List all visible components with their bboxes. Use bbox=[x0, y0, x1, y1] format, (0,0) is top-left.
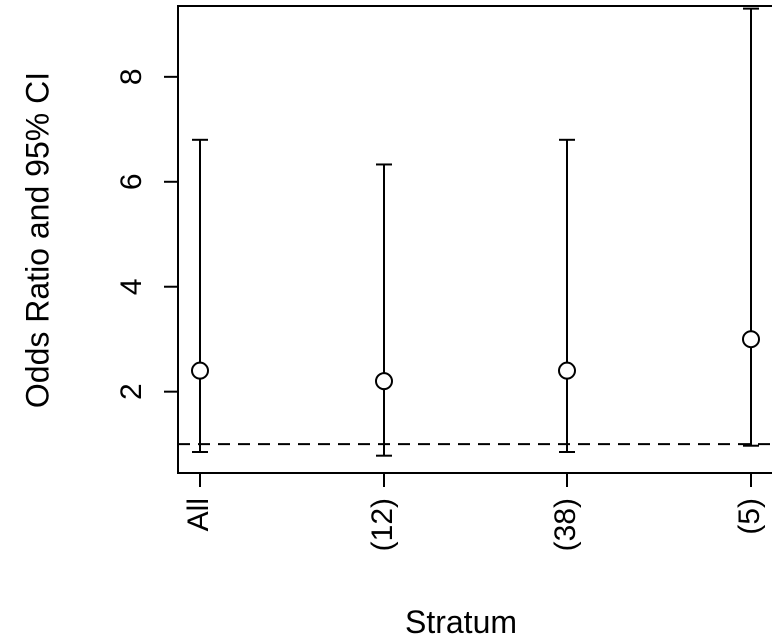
y-axis-label: Odds Ratio and 95% CI bbox=[19, 72, 55, 408]
plot-frame bbox=[177, 5, 772, 474]
x-tick-label: (5) bbox=[733, 498, 766, 535]
x-tick-label: (38) bbox=[549, 498, 582, 551]
y-tick-label: 6 bbox=[115, 173, 148, 190]
x-axis-label: Stratum bbox=[405, 604, 517, 640]
x-axis: All (12) (38) (5) bbox=[182, 473, 766, 551]
odds-ratio-point bbox=[742, 330, 760, 349]
y-tick-label: 8 bbox=[115, 68, 148, 85]
y-axis: 2 4 6 8 bbox=[115, 68, 178, 400]
odds-ratio-point bbox=[191, 361, 209, 380]
x-tick-label: All bbox=[182, 498, 215, 531]
x-tick-label: (12) bbox=[366, 498, 399, 551]
y-tick-label: 2 bbox=[115, 383, 148, 400]
y-tick-label: 4 bbox=[115, 278, 148, 295]
odds-ratio-point bbox=[375, 372, 393, 391]
error-bars bbox=[191, 7, 760, 457]
odds-ratio-point bbox=[558, 361, 576, 380]
